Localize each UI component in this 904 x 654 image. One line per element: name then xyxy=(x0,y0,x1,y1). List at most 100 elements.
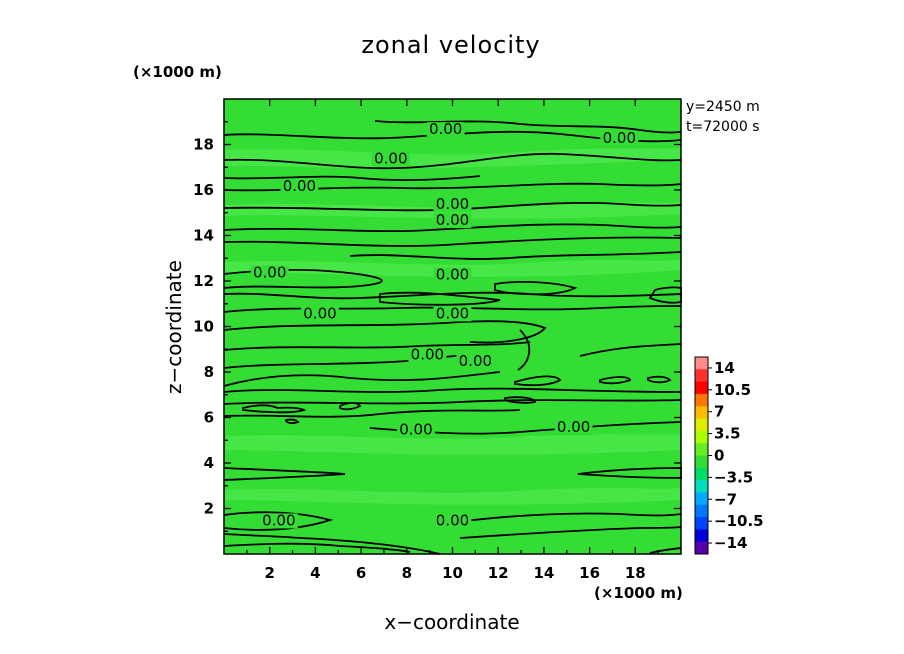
contour-line xyxy=(223,175,481,182)
colorbar-swatch xyxy=(695,418,708,432)
contour-line xyxy=(649,547,682,554)
contour-line xyxy=(223,291,682,300)
contour-line xyxy=(223,341,531,351)
colorbar-label: −7 xyxy=(714,490,737,508)
y-tick-label: 12 xyxy=(193,272,214,290)
contour-label-bg xyxy=(433,197,472,213)
contour-line xyxy=(223,152,682,170)
contour-line xyxy=(223,399,682,405)
contour-label: 0.00 xyxy=(399,420,432,438)
y-unit-label: (×1000 m) xyxy=(133,63,222,81)
contour-line xyxy=(599,376,632,385)
colorbar-label: 10.5 xyxy=(714,381,751,399)
y-tick-label: 4 xyxy=(204,454,214,472)
x-unit-label: (×1000 m) xyxy=(594,584,683,602)
contour-label-bg xyxy=(456,354,495,370)
colorbar-swatch xyxy=(695,517,708,530)
contour-label: 0.00 xyxy=(557,418,590,436)
colorbar-label: −3.5 xyxy=(714,468,753,486)
colorbar-swatch xyxy=(695,529,708,543)
contour-line xyxy=(223,542,411,553)
contour-line xyxy=(223,511,334,531)
y-tick-label: 8 xyxy=(204,363,214,381)
colorbar-swatch xyxy=(695,467,708,481)
contour-label: 0.00 xyxy=(436,266,469,284)
contour-line xyxy=(349,251,682,260)
contour-label: 0.00 xyxy=(253,263,286,281)
y-tick-label: 18 xyxy=(193,136,214,154)
contour-line xyxy=(223,409,521,418)
contour-label: 0.00 xyxy=(436,211,469,229)
contour-label-bg xyxy=(280,179,319,194)
contour-label: 0.00 xyxy=(436,304,469,322)
contour-label-bg xyxy=(396,422,435,438)
contour-line xyxy=(223,202,682,212)
contour-label-bg xyxy=(250,265,289,281)
contour-label-bg xyxy=(371,151,410,167)
contour-line xyxy=(223,533,441,555)
contour-line xyxy=(223,223,682,233)
axis-tick-labels: 2 4 6 8 10 12 14 16 18 2 4 6 8 10 12 14 16 18 xyxy=(193,136,646,583)
x-tick-label: 10 xyxy=(442,564,463,582)
colorbar-swatch xyxy=(695,492,708,506)
y-axis-label: z−coordinate xyxy=(162,260,186,394)
contour-line xyxy=(459,526,682,539)
y-tick-label: 14 xyxy=(193,227,214,245)
colorbar-swatch xyxy=(695,393,708,407)
contour-label: 0.00 xyxy=(603,129,636,147)
contour-line xyxy=(514,375,562,387)
x-tick-label: 16 xyxy=(579,564,600,582)
colorbar-swatch xyxy=(695,357,708,370)
colorbar-swatch xyxy=(695,430,708,444)
lighter-bands xyxy=(224,148,681,505)
plot-area: 0.000.000.000.000.000.000.000.000.00 0.00… xyxy=(193,98,682,583)
colorbar-label: −14 xyxy=(714,534,747,552)
contour-label-bg xyxy=(600,131,639,147)
x-tick-label: 12 xyxy=(488,564,509,582)
x-tick-label: 4 xyxy=(310,564,320,582)
x-tick-label: 18 xyxy=(625,564,646,582)
contour-line xyxy=(285,418,300,424)
colorbar-label: −10.5 xyxy=(714,512,764,530)
contour-label: 0.00 xyxy=(459,352,492,370)
contour-label: 0.00 xyxy=(411,345,444,363)
contour-labels: 0.000.000.000.000.000.000.000.000.00 0.00… xyxy=(250,120,639,529)
colorbar-swatch xyxy=(695,480,708,493)
y-tick-label: 2 xyxy=(204,500,214,518)
colorbar-label: 3.5 xyxy=(714,425,741,443)
axis-ticks xyxy=(224,99,681,554)
colorbar-swatch xyxy=(695,541,708,555)
y-tick-label: 10 xyxy=(193,318,214,336)
colorbar-swatch xyxy=(695,381,708,395)
contour-line xyxy=(439,512,682,525)
contour-label: 0.00 xyxy=(436,195,469,213)
colorbar-label: 7 xyxy=(714,403,724,421)
info-line-y: y=2450 m xyxy=(686,99,760,115)
contour-line xyxy=(379,291,501,306)
x-tick-label: 2 xyxy=(264,564,274,582)
contour-line xyxy=(223,236,682,247)
colorbar-swatch xyxy=(695,504,708,518)
x-tick-label: 6 xyxy=(356,564,366,582)
contour-label-bg xyxy=(433,306,472,322)
y-tick-label: 16 xyxy=(193,181,214,199)
colorbar: 14 10.5 7 3.5 0 −3.5 −7 −10.5 −14 xyxy=(694,356,764,555)
contour-label-bg xyxy=(433,267,472,283)
contour-line xyxy=(374,120,682,134)
info-line-t: t=72000 s xyxy=(686,119,760,135)
colorbar-swatch xyxy=(695,369,708,383)
contour-label: 0.00 xyxy=(262,511,295,529)
contour-line xyxy=(517,329,531,371)
contour-line xyxy=(223,371,501,387)
colorbar-swatch xyxy=(695,406,708,420)
contour-line xyxy=(223,467,346,481)
colorbar-label: 0 xyxy=(714,447,724,465)
contour-label: 0.00 xyxy=(374,150,407,168)
contour-label: 0.00 xyxy=(436,511,469,529)
contour-label-bg xyxy=(259,513,298,529)
contour-label: 0.00 xyxy=(283,177,316,195)
contour-label-bg xyxy=(554,420,593,436)
contour-label-bg xyxy=(426,122,465,138)
colorbar-swatch xyxy=(695,443,708,456)
